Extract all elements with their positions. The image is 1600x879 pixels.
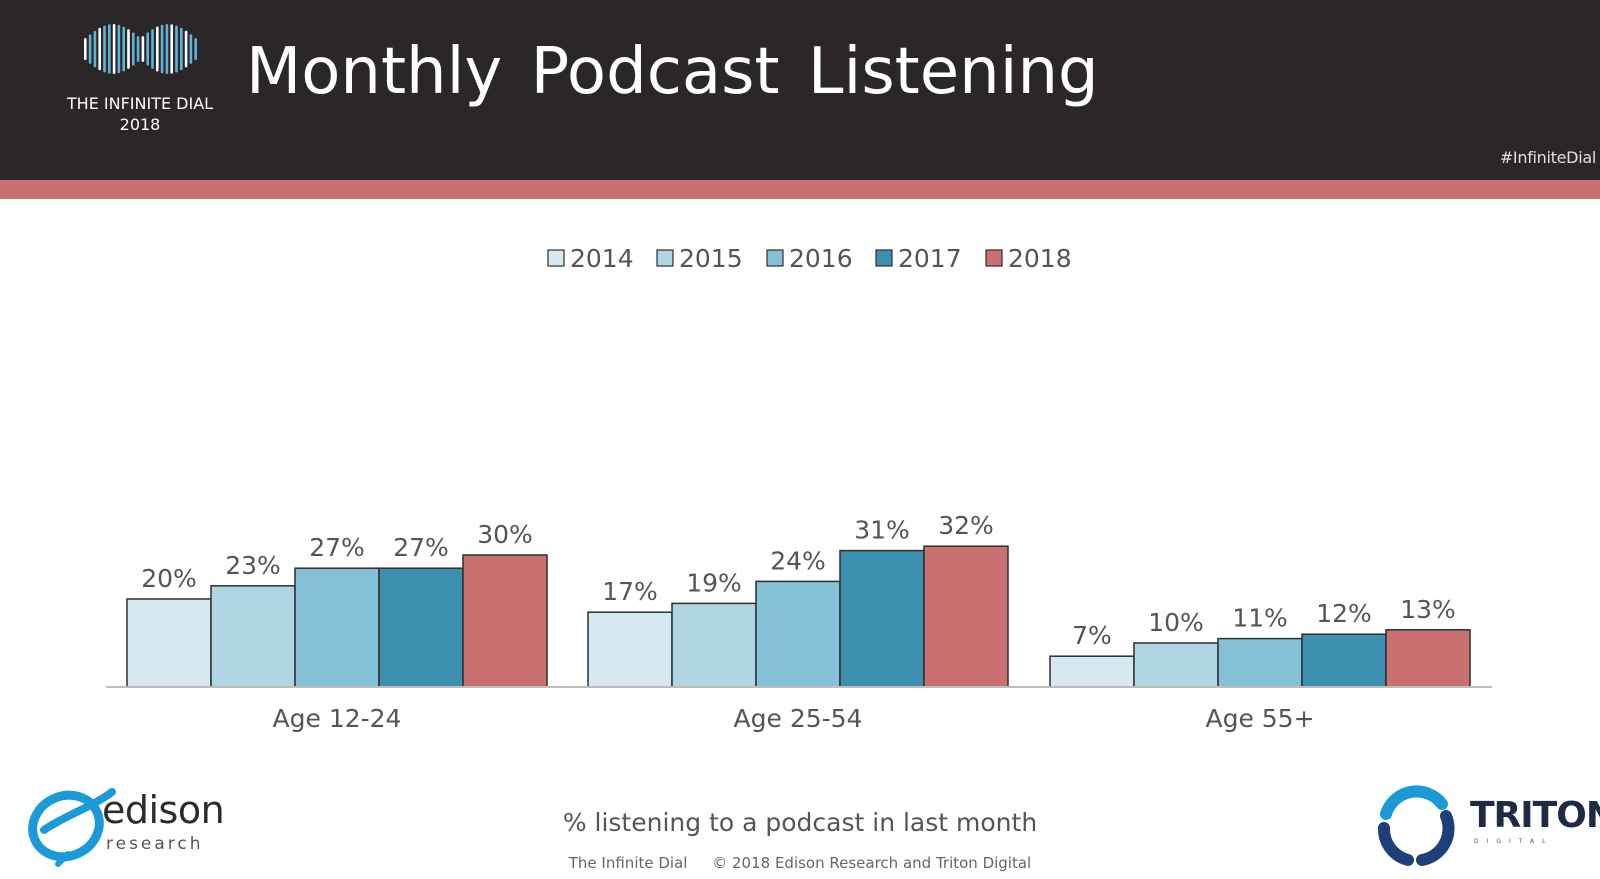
brand-logo-stripe	[194, 38, 197, 60]
bar-2018-1	[923, 545, 1009, 688]
legend-swatch	[547, 249, 565, 267]
chart-legend: 2014 2015 2016 2017 2018	[547, 244, 1072, 273]
brand-logo-stripe	[127, 29, 130, 69]
legend-swatch	[875, 249, 893, 267]
legend-item-2014: 2014	[547, 244, 634, 273]
bar-2018-2	[1385, 629, 1471, 688]
data-label: 27%	[309, 533, 365, 562]
brand-logo-stripe	[117, 24, 121, 74]
triton-ring-logo-icon	[1378, 785, 1455, 866]
brand-logo-stripe	[156, 26, 159, 72]
data-label: 27%	[393, 533, 449, 562]
triton-brand-sub: DIGITAL	[1474, 838, 1554, 845]
brand-logo-stripe	[88, 34, 92, 64]
bar-2014-1	[587, 611, 673, 688]
brand-logo-stripe	[170, 24, 173, 74]
data-label: 23%	[225, 551, 281, 580]
brand-logo-stripe	[103, 25, 106, 73]
data-labels: 20% 23% 27% 27% 30% 17% 19% 24% 31% 32% 7% 10% 11% 12…	[141, 511, 1456, 650]
legend-item-2015: 2015	[656, 244, 743, 273]
legend-label: 2016	[789, 244, 853, 273]
brand-logo-stripe	[180, 27, 183, 71]
accent-stripe	[0, 180, 1600, 199]
bar-2017-1	[839, 549, 925, 688]
brand-logo-stripe	[141, 36, 145, 62]
edison-brand-name: edison	[102, 788, 225, 832]
data-label: 11%	[1232, 604, 1288, 633]
data-label: 19%	[686, 568, 742, 597]
legend-item-2018: 2018	[985, 244, 1072, 273]
data-label: 17%	[602, 577, 658, 606]
legend-swatch	[985, 249, 1003, 267]
header-band	[0, 0, 1600, 180]
brand-logo-stripe	[160, 24, 164, 74]
legend-item-2017: 2017	[875, 244, 962, 273]
legend-label: 2017	[898, 244, 962, 273]
bar-2014-0	[126, 598, 212, 688]
category-label: Age 12-24	[273, 704, 402, 733]
brand-logo-stripe	[112, 24, 116, 74]
bar-2014-2	[1049, 655, 1135, 688]
legend-label: 2014	[570, 244, 634, 273]
chart-subtitle: % listening to a podcast in last month	[562, 808, 1038, 837]
page-title: Monthly Podcast Listening	[246, 35, 1099, 109]
footer-note-left: The Infinite Dial	[568, 854, 688, 872]
brand-logo-stripe	[84, 38, 87, 60]
legend-label: 2018	[1008, 244, 1072, 273]
data-label: 31%	[854, 516, 910, 545]
brand-logo-stripe	[136, 36, 140, 62]
brand-name: THE INFINITE DIAL	[66, 94, 214, 113]
brand-year: 2018	[119, 115, 161, 134]
data-label: 32%	[938, 511, 994, 540]
brand-logo-stripe	[146, 32, 149, 66]
bar-2017-2	[1301, 633, 1387, 688]
bar-2016-0	[294, 567, 380, 688]
brand-logo-stripe	[93, 30, 97, 68]
data-label: 30%	[477, 520, 533, 549]
bar-2016-1	[755, 580, 841, 688]
brand-logo-stripe	[189, 34, 193, 64]
brand-logo-stripe	[184, 30, 188, 68]
data-label: 13%	[1400, 595, 1456, 624]
brand-logo-stripe	[132, 32, 135, 66]
footer-note-right: © 2018 Edison Research and Triton Digita…	[712, 854, 1032, 872]
footer-note: The Infinite Dial © 2018 Edison Research…	[0, 854, 1600, 872]
data-label: 20%	[141, 564, 197, 593]
edison-swirl-logo-icon	[28, 788, 116, 867]
brand-logo-stripe	[151, 29, 154, 69]
bar-2015-0	[210, 585, 296, 688]
category-label: Age 25-54	[734, 704, 863, 733]
legend-label: 2015	[679, 244, 743, 273]
infinity-dial-logo-icon	[84, 24, 197, 74]
edison-brand-sub: research	[106, 834, 204, 854]
triton-brand-name: TRITON	[1470, 795, 1600, 836]
brand-logo-stripe	[108, 24, 111, 74]
data-label: 7%	[1072, 621, 1112, 650]
brand-logo-stripe	[165, 24, 169, 74]
legend-swatch	[656, 249, 674, 267]
bar-2015-2	[1133, 642, 1219, 688]
brand-logo-stripe	[175, 25, 178, 73]
legend-swatch	[766, 249, 784, 267]
brand-logo-stripe	[122, 26, 125, 72]
legend-item-2016: 2016	[766, 244, 853, 273]
bar-2017-0	[378, 567, 464, 688]
category-label: Age 55+	[1205, 704, 1314, 733]
bar-2015-1	[671, 602, 757, 688]
brand-logo-stripe	[98, 27, 101, 71]
bar-2018-0	[462, 554, 548, 688]
data-label: 24%	[770, 546, 826, 575]
data-label: 12%	[1316, 599, 1372, 628]
bar-group	[126, 545, 1471, 688]
data-label: 10%	[1148, 608, 1204, 637]
hashtag: #InfiniteDial	[1499, 148, 1596, 167]
bar-2016-2	[1217, 637, 1303, 688]
x-axis-labels: Age 12-24 Age 25-54 Age 55+	[273, 704, 1315, 733]
